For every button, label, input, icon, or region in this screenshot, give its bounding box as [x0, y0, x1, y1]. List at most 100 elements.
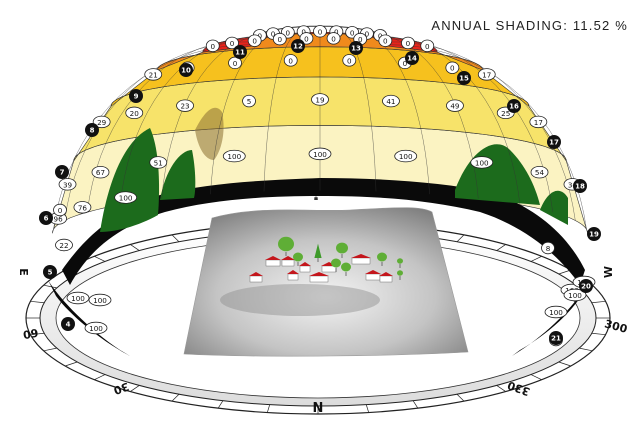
shading-cell-value: 0	[403, 59, 408, 68]
hour-marker-9: 9	[129, 89, 143, 103]
village-house	[287, 270, 299, 281]
shading-cell-value: 51	[154, 158, 163, 167]
shading-cell-row3: 0	[228, 56, 242, 70]
hour-marker-7: 7	[55, 165, 69, 179]
compass-west: W	[602, 266, 615, 278]
hour-marker-label: 7	[60, 169, 65, 177]
compass-tick	[496, 244, 506, 251]
compass-tick	[30, 332, 45, 336]
compass-tick	[130, 385, 140, 392]
annual-shading-label: ANNUAL SHADING:	[431, 18, 569, 33]
shading-cell-row4: 19	[311, 93, 329, 106]
grid-meridian	[263, 31, 306, 192]
compass-tick	[591, 332, 606, 336]
shading-cell-value: 0	[301, 28, 306, 37]
shading-cell-value: 17	[482, 70, 491, 79]
compass-tick	[94, 255, 106, 262]
village-house	[265, 256, 281, 267]
compass-330: 330	[505, 378, 531, 398]
compass-tick	[496, 385, 506, 392]
shading-cell-value: 41	[386, 97, 395, 106]
shading-cell-value: 0	[271, 30, 276, 39]
shading-cell-value: 0	[334, 28, 339, 37]
shading-cell-edge: 100	[544, 305, 568, 319]
hour-marker-19: 19	[587, 227, 601, 241]
village-tree	[341, 262, 351, 276]
annual-shading-title: ANNUAL SHADING: 11.52 %	[431, 18, 628, 33]
hour-marker-14: 14	[405, 51, 419, 65]
shading-cell-value: 23	[180, 102, 189, 111]
hour-marker-label: 11	[235, 49, 245, 57]
shading-cell-edge: 8	[541, 241, 555, 255]
compass-tick	[558, 361, 571, 367]
compass-tick	[591, 300, 606, 304]
hour-marker-label: 12	[293, 43, 303, 51]
hour-marker-label: 14	[407, 55, 417, 63]
shading-cell-row2: 0	[378, 34, 393, 47]
shading-cell-value: 0	[252, 37, 257, 46]
grid-meridian	[334, 31, 377, 192]
compass-tick	[266, 404, 271, 413]
shading-cell-value: 100	[568, 291, 582, 300]
shading-cell-row3: 0	[283, 54, 298, 67]
annual-shading-value: 11.52 %	[572, 18, 628, 33]
shading-cell-edge: 0	[53, 203, 67, 217]
hour-marker-label: 17	[549, 139, 559, 147]
compass-tick	[456, 393, 465, 402]
shading-cell-row5: 100	[470, 156, 494, 169]
hour-marker-label: 9	[134, 93, 139, 101]
shading-cell-row5: 54	[530, 166, 549, 179]
compass-60: 60	[22, 326, 40, 342]
shading-cell-row4: 5	[242, 94, 256, 108]
village-tree	[314, 243, 322, 262]
tree-left-2	[160, 150, 196, 200]
shading-cell-value: 20	[130, 109, 140, 118]
hour-marker-5: 5	[43, 265, 57, 279]
hour-marker-4: 4	[61, 317, 75, 331]
shading-cell-value: 0	[210, 42, 215, 51]
shading-cell-row2: 0	[272, 32, 287, 46]
shading-cell-top: 0	[313, 25, 327, 38]
compass-tick	[456, 234, 465, 243]
hour-marker-21: 21	[549, 331, 563, 345]
shading-cell-value: 54	[535, 168, 545, 177]
shading-cell-value: 100	[93, 296, 107, 305]
shading-cell-value: 29	[97, 118, 107, 127]
shading-cell-value: 100	[475, 158, 489, 167]
hour-marker-18: 18	[573, 179, 587, 193]
shading-cell-value: 5	[247, 97, 252, 106]
shading-cell-value: 67	[96, 168, 105, 177]
shading-cell-value: 0	[358, 35, 363, 44]
compass-tick	[171, 234, 180, 243]
shading-cell-row4: 17	[529, 115, 548, 129]
shading-cell-row4: 23	[176, 99, 194, 112]
shading-cell-value: 0	[288, 56, 293, 65]
horizon-silhouette	[48, 178, 590, 356]
shading-cell-row4: 29	[92, 115, 111, 129]
shading-cell-value: 0	[383, 37, 388, 46]
shading-cell-value: 17	[534, 118, 543, 127]
village-house	[281, 256, 295, 267]
compass-tick	[579, 347, 593, 352]
hour-marker-label: 15	[459, 75, 469, 83]
village-tree	[278, 236, 294, 256]
compass-tick	[130, 244, 140, 251]
village-tree	[293, 252, 303, 266]
shading-cell-value: 100	[227, 152, 241, 161]
hour-marker-label: 13	[351, 45, 361, 53]
compass-labels: N E W 30 60 300 330	[17, 266, 629, 416]
compass-east: E	[17, 268, 30, 276]
hour-marker-label: 6	[44, 215, 49, 223]
hour-marker-15: 15	[457, 71, 471, 85]
hour-marker-label: 21	[551, 335, 561, 343]
compass-tick	[43, 347, 57, 352]
village-tree	[377, 252, 387, 266]
village-tree	[397, 258, 403, 268]
shading-cell-value: 96	[54, 215, 64, 224]
shading-cell-row2: 0	[326, 32, 341, 45]
hour-marker-16: 16	[507, 99, 521, 113]
shading-cell-edge: 100	[88, 293, 112, 307]
